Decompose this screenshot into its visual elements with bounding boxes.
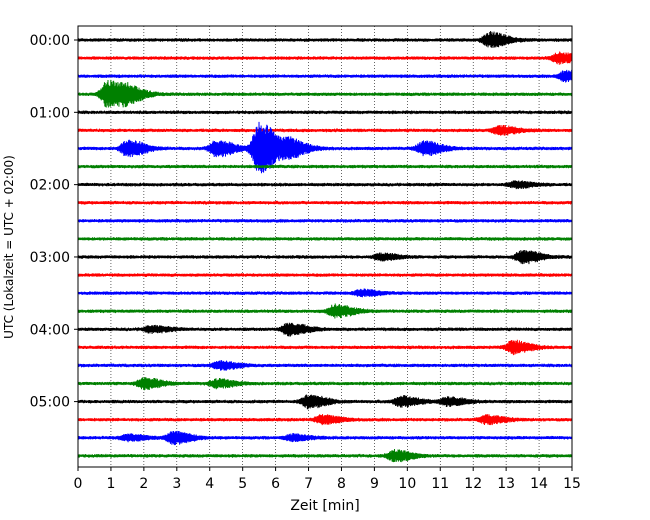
trace-0315: [77, 273, 573, 277]
y-tick-label: 05:00: [30, 395, 70, 411]
plot-frame: [77, 25, 573, 468]
x-tick-label: 12: [464, 476, 482, 492]
trace-0330: [77, 288, 573, 298]
trace-0530: [77, 430, 573, 446]
x-tick-label: 8: [337, 476, 346, 492]
x-tick-label: 0: [74, 476, 83, 492]
y-tick-label: 02:00: [30, 178, 70, 194]
y-tick-label: 01:00: [30, 105, 70, 121]
x-tick-label: 13: [497, 476, 515, 492]
x-tick-label: 7: [304, 476, 313, 492]
y-axis-ticks: 00:00 01:00 02:00 03:00 04:00 05:00: [30, 33, 78, 411]
x-tick-label: 1: [106, 476, 115, 492]
trace-0300: [77, 249, 573, 265]
x-tick-label: 3: [172, 476, 181, 492]
y-tick-label: 00:00: [30, 33, 70, 49]
trace-0215: [77, 200, 573, 205]
y-tick-label: 04:00: [30, 322, 70, 338]
x-tick-label: 14: [530, 476, 548, 492]
x-tick-label: 6: [271, 476, 280, 492]
y-tick-label: 03:00: [30, 250, 70, 266]
x-axis-ticks: 0 1 2 3 4 5 6 7 8 9 10 11 12 13 14 15: [74, 467, 581, 492]
trace-0515: [77, 414, 573, 426]
y-axis-label: UTC (Lokalzeit = UTC + 02:00): [2, 155, 16, 339]
x-tick-label: 9: [370, 476, 379, 492]
trace-0145: [77, 164, 573, 169]
trace-0030: [77, 69, 573, 83]
trace-0245: [77, 236, 573, 241]
x-tick-label: 5: [238, 476, 247, 492]
trace-0230: [77, 218, 573, 223]
trace-0545: [77, 448, 573, 463]
trace-0400: [77, 322, 573, 337]
trace-0345: [77, 303, 573, 319]
x-tick-label: 11: [431, 476, 449, 492]
trace-0445: [77, 377, 573, 391]
trace-0415: [77, 339, 573, 356]
x-tick-label: 4: [205, 476, 214, 492]
x-tick-label: 15: [563, 476, 581, 492]
trace-0015: [77, 51, 573, 65]
trace-0430: [77, 360, 573, 371]
x-tick-label: 2: [139, 476, 148, 492]
trace-0130: [77, 121, 573, 174]
x-axis-label: Zeit [min]: [290, 498, 359, 514]
trace-0000: [77, 31, 573, 48]
trace-0500: [77, 394, 573, 410]
x-tick-label: 10: [398, 476, 416, 492]
trace-0115: [77, 124, 573, 136]
trace-group: [77, 31, 573, 463]
trace-0045: [77, 79, 573, 108]
trace-0200: [77, 180, 573, 190]
trace-0100: [77, 110, 573, 115]
